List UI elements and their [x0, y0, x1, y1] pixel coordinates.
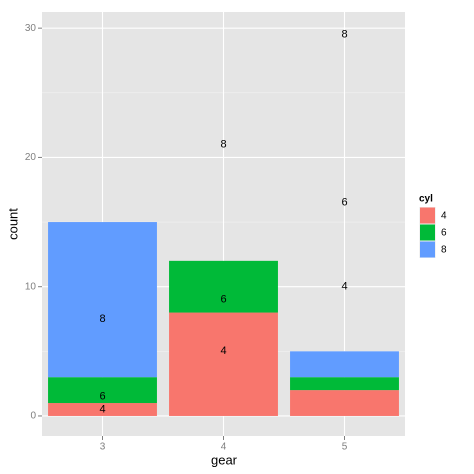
bar-text-label: 4 — [99, 403, 105, 415]
legend-swatch — [420, 207, 435, 224]
x-tick-label: 5 — [342, 442, 348, 453]
bar-segment — [290, 390, 399, 416]
x-tick-label: 3 — [100, 442, 106, 453]
legend-swatch — [420, 224, 435, 241]
bar-text-label: 6 — [220, 294, 226, 306]
bar-text-label: 8 — [99, 313, 105, 325]
bar-segment — [290, 351, 399, 378]
y-tick-label: 20 — [25, 152, 37, 163]
bar-text-label: 4 — [341, 281, 347, 293]
x-axis-title: gear — [211, 452, 238, 467]
x-tick-label: 4 — [221, 442, 227, 453]
bar-segment — [169, 312, 278, 416]
bar-text-label: 8 — [220, 138, 226, 150]
y-tick-label: 0 — [30, 411, 36, 422]
bar-segment — [48, 377, 157, 404]
bar-text-label: 4 — [220, 345, 226, 357]
y-tick-label: 10 — [25, 281, 37, 292]
legend-swatch — [420, 241, 435, 258]
bar-text-label: 6 — [341, 197, 347, 209]
legend-label: 6 — [441, 228, 447, 239]
legend-title: cyl — [419, 194, 433, 205]
y-axis-title: count — [5, 208, 20, 240]
bar-segment — [169, 260, 278, 313]
bar-text-label: 6 — [99, 390, 105, 402]
legend-label: 8 — [441, 245, 447, 256]
bar-text-label: 8 — [341, 29, 347, 41]
y-tick-label: 30 — [25, 23, 37, 34]
legend-label: 4 — [441, 211, 447, 222]
bar-segment — [48, 222, 157, 378]
bar-segment — [290, 377, 399, 391]
bar-segment — [48, 403, 157, 416]
